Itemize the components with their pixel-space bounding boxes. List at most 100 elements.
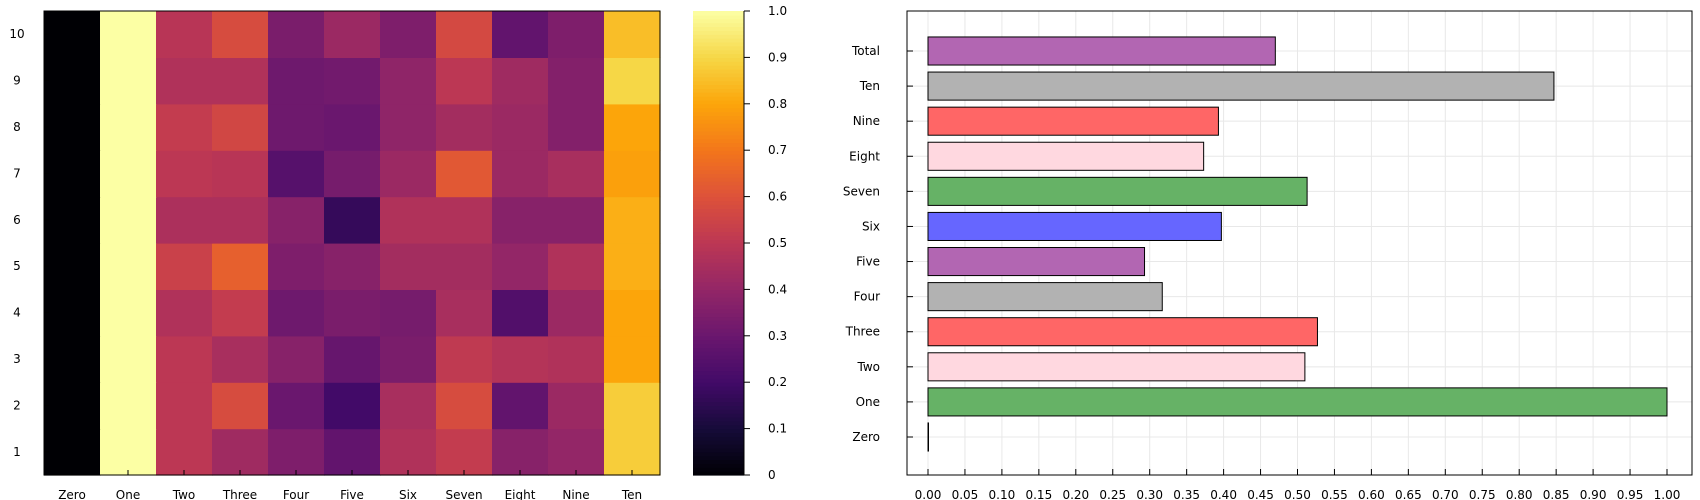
heatmap-cell <box>100 196 157 244</box>
heatmap-cell <box>380 196 437 244</box>
colorbar-segment <box>693 212 744 217</box>
colorbar-segment <box>693 65 744 70</box>
colorbar-segment <box>693 254 744 260</box>
heatmap-cell <box>380 335 437 383</box>
bar <box>927 422 929 452</box>
heatmap-cell <box>268 382 325 430</box>
heatmap-cell <box>44 428 101 476</box>
colorbar-segment <box>693 45 744 51</box>
colorbar-segment <box>693 231 744 236</box>
heatmap-cell <box>100 103 157 151</box>
heatmap-cell <box>492 428 549 476</box>
heatmap-cell <box>212 11 269 58</box>
colorbar-segment <box>693 266 744 271</box>
heatmap-cell <box>100 57 157 105</box>
colorbar-segment <box>693 289 744 294</box>
colorbar-segment <box>693 223 744 229</box>
heatmap-cell <box>604 243 661 290</box>
bar-y-tick-label: Eight <box>849 149 880 163</box>
colorbar-segment <box>693 444 744 449</box>
heatmap-cell <box>548 382 605 430</box>
colorbar-segment <box>693 270 744 275</box>
colorbar-segment <box>693 246 744 252</box>
bar <box>927 317 1318 347</box>
colorbar-segment <box>693 273 744 279</box>
colorbar-segment <box>693 382 744 387</box>
colorbar-segment <box>693 328 744 333</box>
bar-x-tick-label: 0.70 <box>1432 488 1459 500</box>
colorbar-segment <box>693 459 744 464</box>
heatmap-cell <box>604 382 661 430</box>
colorbar-segment <box>693 405 744 410</box>
colorbar-segment <box>693 463 744 468</box>
colorbar-segment <box>693 397 744 403</box>
colorbar-segment <box>693 165 744 171</box>
heatmap-cell <box>324 382 381 430</box>
colorbar-segment <box>693 320 744 325</box>
colorbar-segment <box>693 130 744 136</box>
heatmap-cell <box>436 243 493 290</box>
bar-y-tick-label: Seven <box>843 184 880 198</box>
heatmap-cell <box>492 150 549 198</box>
colorbar-segment <box>693 38 744 43</box>
heatmap-cell <box>44 11 101 58</box>
colorbar-segment <box>693 401 744 406</box>
colorbar-tick-label: 0.4 <box>768 282 787 296</box>
heatmap-cell <box>548 11 605 58</box>
bar-x-tick-label: 0.50 <box>1284 488 1311 500</box>
heatmap-cell <box>44 103 101 151</box>
heatmap-cell <box>380 428 437 476</box>
colorbar-segment <box>693 428 744 434</box>
colorbar-segment <box>693 343 744 348</box>
colorbar-segment <box>693 393 744 399</box>
bar <box>927 36 1276 66</box>
heatmap-cell <box>436 382 493 430</box>
colorbar-segment <box>693 111 744 116</box>
bar-x-tick-label: 0.60 <box>1358 488 1385 500</box>
heatmap-cell <box>604 103 661 151</box>
heatmap-cell <box>324 150 381 198</box>
colorbar-segment <box>693 389 744 395</box>
colorbar-segment <box>693 250 744 256</box>
heatmap-y-tick-label: 4 <box>13 306 21 320</box>
colorbar-segment <box>693 366 744 372</box>
heatmap-cell <box>268 196 325 244</box>
bar-x-tick-label: 0.65 <box>1395 488 1422 500</box>
heatmap-cell <box>100 11 157 58</box>
colorbar-segment <box>693 386 744 391</box>
colorbar-tick-label: 0.5 <box>768 236 787 250</box>
heatmap-cell <box>100 382 157 430</box>
bar-y-tick-label: Five <box>856 255 880 269</box>
heatmap-cell <box>324 243 381 290</box>
colorbar-segment <box>693 57 744 62</box>
bar-x-tick-label: 0.00 <box>915 488 942 500</box>
colorbar-segment <box>693 219 744 225</box>
colorbar-segment <box>693 192 744 198</box>
heatmap-cell <box>548 289 605 337</box>
heatmap-cell <box>268 428 325 476</box>
heatmap-cell <box>212 196 269 244</box>
heatmap-cell <box>156 103 213 151</box>
heatmap-y-tick-label: 6 <box>13 213 21 227</box>
colorbar-segment <box>693 107 744 113</box>
heatmap-cell <box>268 11 325 58</box>
heatmap-cell <box>604 335 661 383</box>
colorbar-segment <box>693 339 744 345</box>
colorbar-segment <box>693 138 744 144</box>
heatmap-cell <box>44 335 101 383</box>
colorbar-segment <box>693 22 744 28</box>
heatmap-cell <box>324 289 381 337</box>
bar <box>927 211 1222 241</box>
bar-x-tick-label: 0.95 <box>1617 488 1644 500</box>
heatmap-cell <box>548 196 605 244</box>
colorbar-segment <box>693 14 744 20</box>
heatmap-cell <box>604 428 661 476</box>
heatmap-cell <box>380 103 437 151</box>
heatmap-cell <box>380 11 437 58</box>
heatmap-y-tick-label: 2 <box>13 398 21 412</box>
heatmap-cell <box>100 243 157 290</box>
bar-y-tick-label: Ten <box>859 79 880 93</box>
bar-x-tick-label: 0.15 <box>1025 488 1052 500</box>
heatmap-cell <box>212 382 269 430</box>
colorbar-tick-label: 0.3 <box>768 329 787 343</box>
